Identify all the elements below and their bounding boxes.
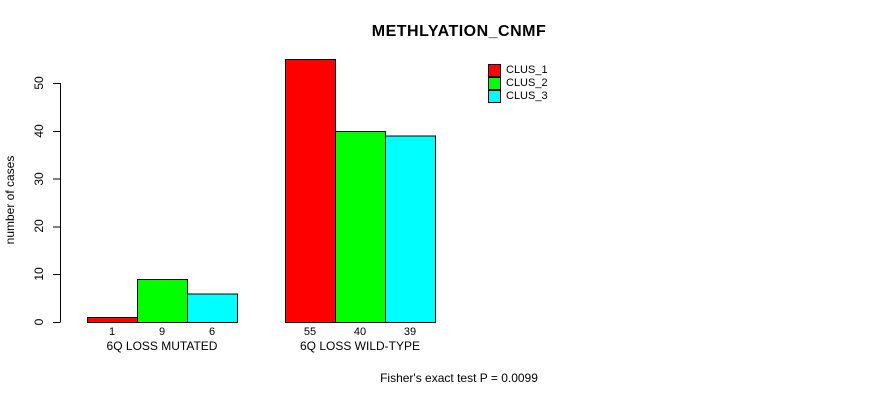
bar-value-label: 6 [208, 326, 216, 338]
y-axis-tick-label: 10 [32, 267, 46, 281]
bar-clus_2-1 [335, 130, 386, 323]
bar-clus_3-1 [385, 135, 436, 323]
legend-label: CLUS_1 [506, 64, 548, 76]
legend-label: CLUS_3 [506, 90, 548, 102]
y-axis-tick-label: 50 [32, 76, 46, 90]
legend-swatch-clus_3 [488, 90, 501, 103]
category-label: 6Q LOSS WILD-TYPE [299, 339, 421, 353]
legend-row: CLUS_3 [488, 90, 548, 103]
y-axis-tick-label: 30 [32, 171, 46, 186]
category-label: 6Q LOSS MUTATED [106, 339, 218, 353]
bar-value-label: 39 [403, 326, 417, 338]
legend-label: CLUS_2 [506, 77, 548, 89]
chart-title: METHLYATION_CNMF [371, 23, 547, 40]
bar-clus_3-0 [187, 293, 238, 324]
legend-swatch-clus_2 [488, 77, 501, 90]
y-axis-tick-label: 40 [32, 124, 46, 138]
stat-annotation: Fisher's exact test P = 0.0099 [380, 371, 538, 385]
bar-value-label: 55 [303, 326, 317, 338]
legend-row: CLUS_2 [488, 77, 548, 90]
bar-value-label: 1 [108, 326, 116, 338]
y-axis-tick-label: 20 [32, 219, 46, 234]
bar-clus_1-0 [87, 317, 138, 324]
y-axis-tick-label: 0 [32, 318, 46, 326]
legend-swatch-clus_1 [488, 64, 501, 77]
legend: CLUS_1 CLUS_2 CLUS_3 [488, 64, 548, 103]
bar-value-label: 9 [158, 326, 166, 338]
bar-clus_2-0 [137, 278, 188, 324]
bar-value-label: 40 [353, 326, 367, 338]
legend-row: CLUS_1 [488, 64, 548, 77]
bar-clus_1-1 [285, 59, 336, 323]
